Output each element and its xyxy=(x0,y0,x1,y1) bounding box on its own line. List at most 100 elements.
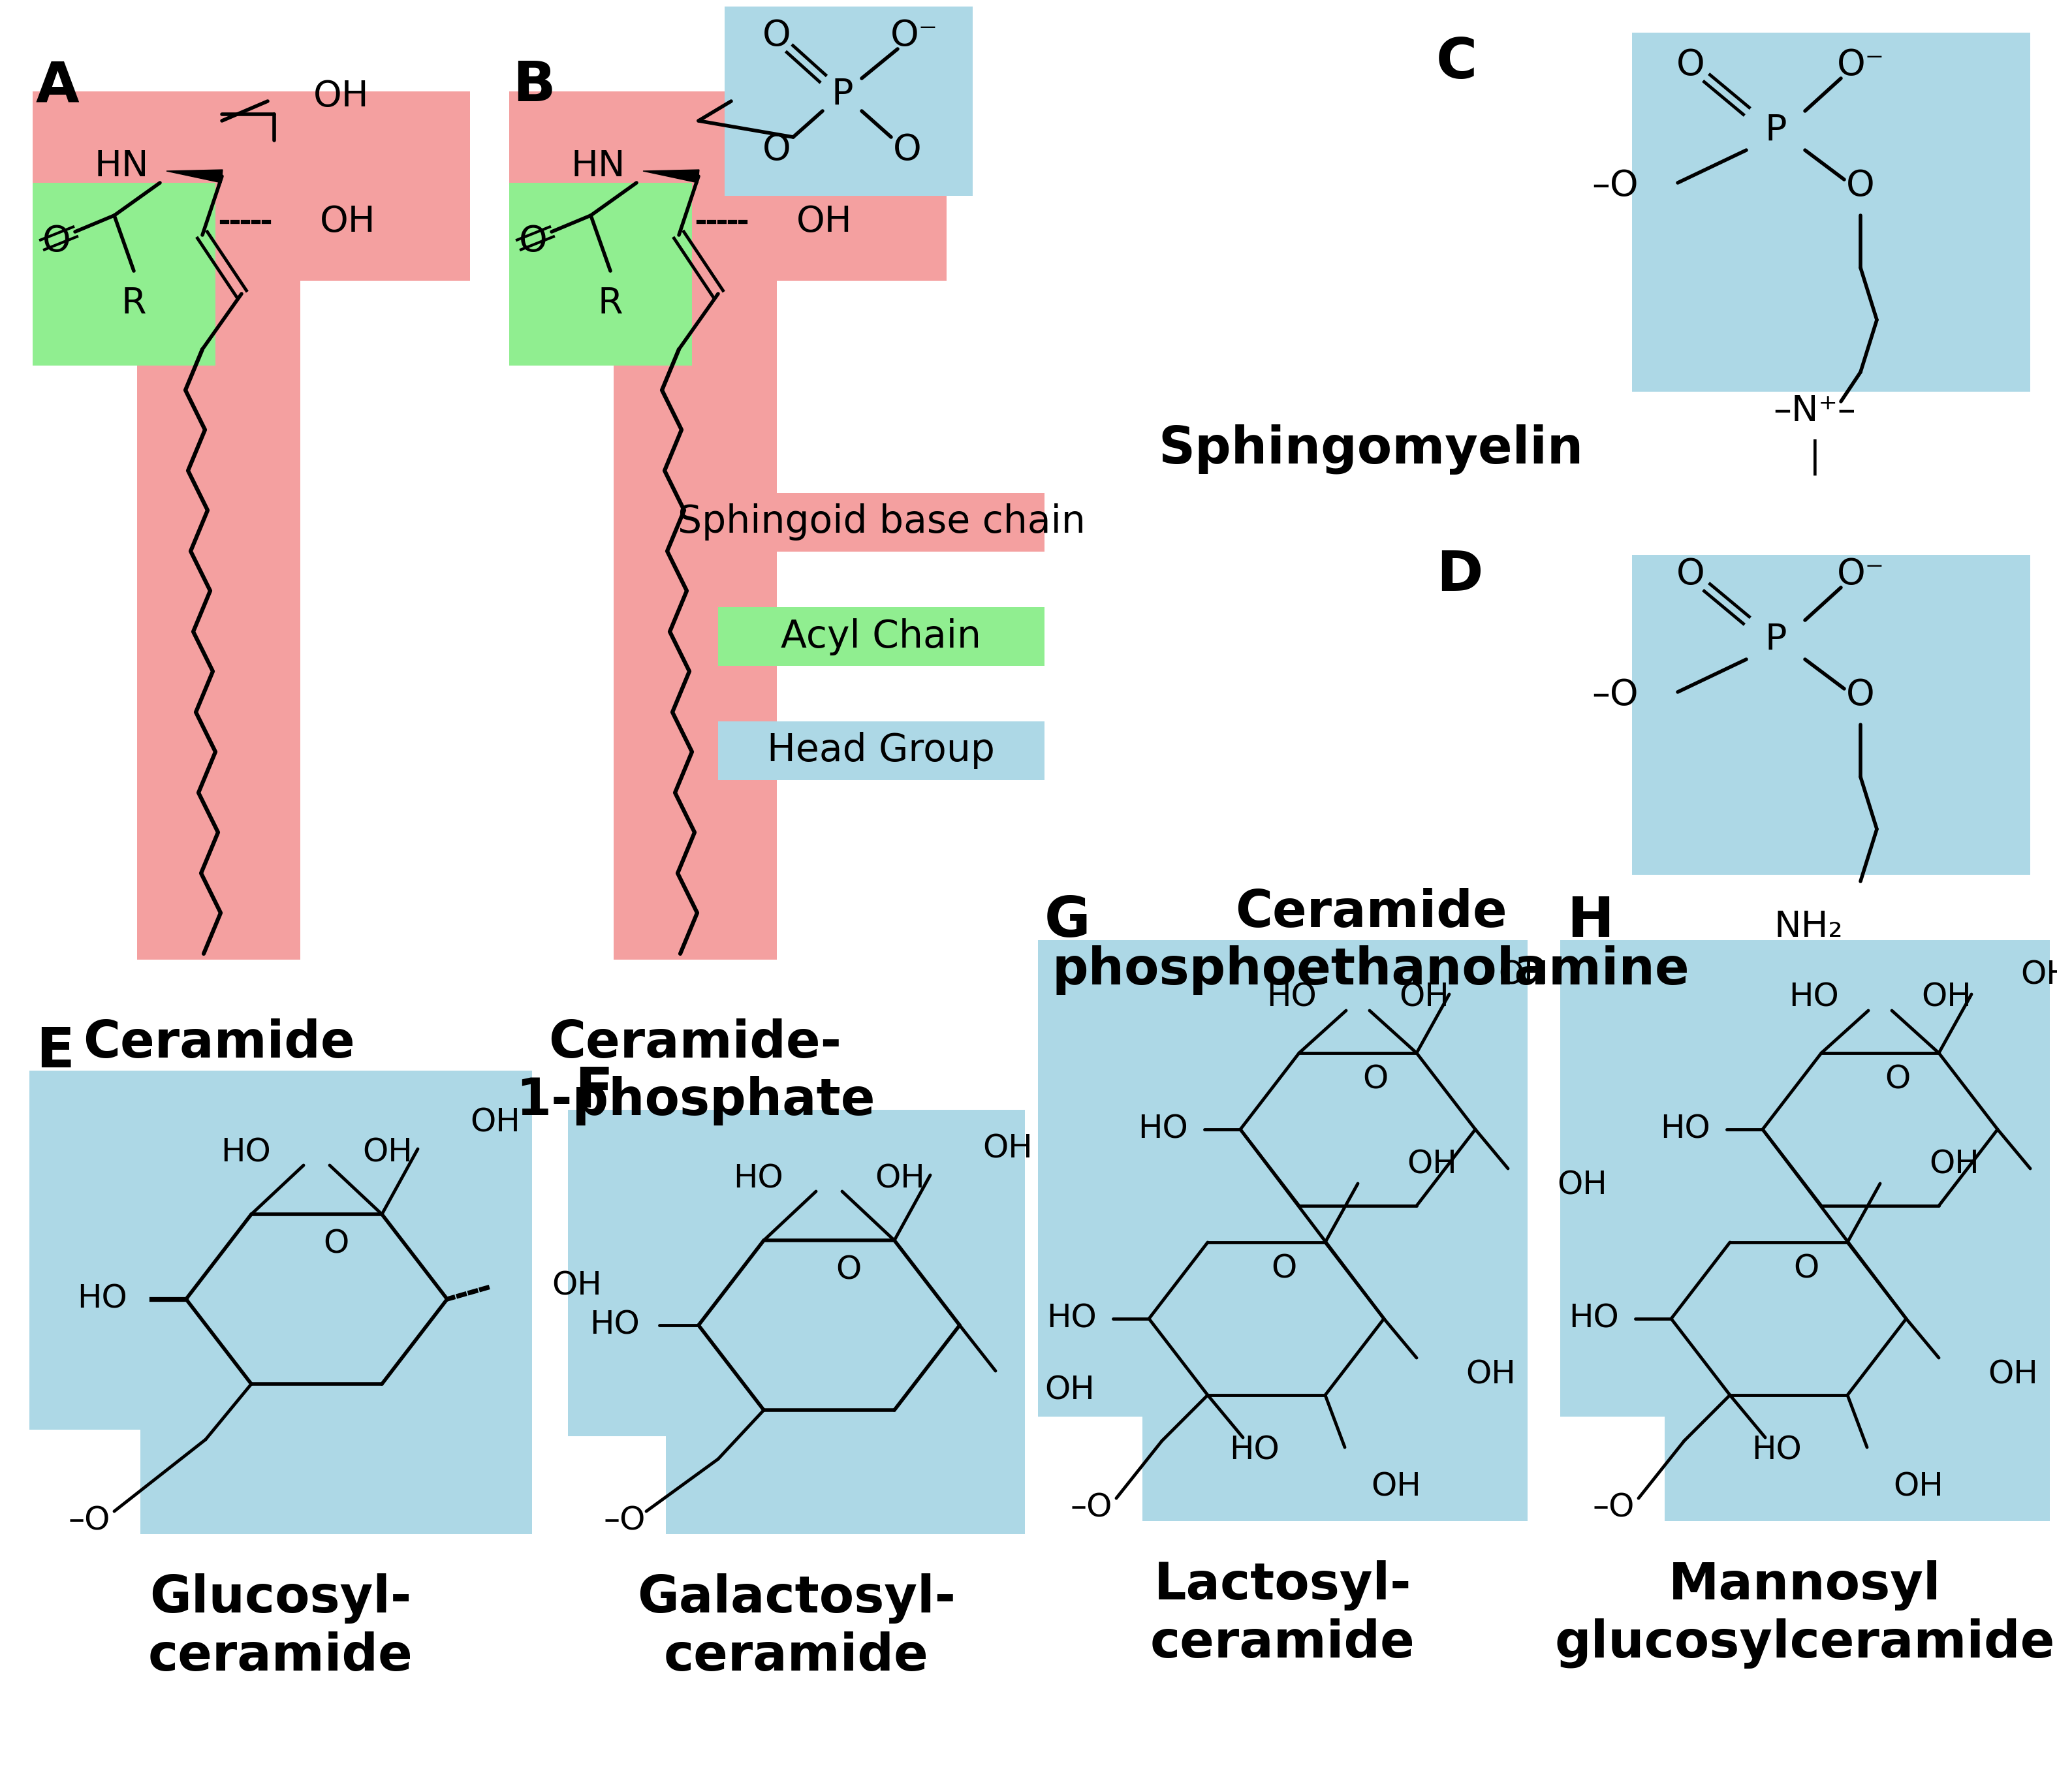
Text: O⁻: O⁻ xyxy=(1837,557,1884,591)
Bar xyxy=(510,183,691,366)
Text: Mannosyl
glucosylceramide: Mannosyl glucosylceramide xyxy=(1555,1561,2055,1668)
Text: P: P xyxy=(831,77,854,113)
Text: O: O xyxy=(518,224,547,260)
Text: –O: –O xyxy=(68,1505,111,1538)
Text: HO: HO xyxy=(1267,982,1316,1012)
Text: HO: HO xyxy=(590,1310,640,1340)
Bar xyxy=(138,91,300,961)
Text: –O: –O xyxy=(1592,677,1639,713)
Text: OH: OH xyxy=(321,204,376,240)
Text: OH: OH xyxy=(983,1133,1033,1165)
Text: O: O xyxy=(1271,1253,1296,1285)
Text: OH: OH xyxy=(1045,1374,1094,1407)
Text: Sphingomyelin: Sphingomyelin xyxy=(1158,425,1584,475)
Text: OH: OH xyxy=(1407,1149,1456,1179)
Text: Ceramide
phosphoethanolamine: Ceramide phosphoethanolamine xyxy=(1051,887,1689,995)
Bar xyxy=(29,1430,140,1534)
Text: OH: OH xyxy=(1892,1471,1944,1502)
Bar xyxy=(1631,32,2030,392)
Text: OH: OH xyxy=(1557,1168,1607,1201)
Text: OH: OH xyxy=(1399,982,1448,1012)
Bar xyxy=(718,607,1045,667)
Text: –O: –O xyxy=(1070,1493,1113,1523)
Text: HO: HO xyxy=(1230,1435,1279,1466)
Bar xyxy=(33,91,469,281)
Text: O: O xyxy=(1847,168,1874,204)
Text: O: O xyxy=(835,1254,862,1285)
Bar xyxy=(718,493,1045,552)
Text: HO: HO xyxy=(1047,1303,1096,1335)
Text: R: R xyxy=(121,287,146,321)
Bar xyxy=(1559,1417,1664,1521)
Text: OH: OH xyxy=(1987,1358,2038,1391)
Text: OH: OH xyxy=(551,1271,603,1301)
Text: G: G xyxy=(1045,894,1090,948)
Bar xyxy=(724,7,973,195)
Text: –O: –O xyxy=(1592,168,1639,204)
Bar xyxy=(510,91,946,281)
Text: –O: –O xyxy=(605,1505,646,1538)
Text: HO: HO xyxy=(1660,1113,1709,1145)
Text: A: A xyxy=(35,59,80,113)
Text: –O: –O xyxy=(1592,1493,1635,1523)
Text: HO: HO xyxy=(1753,1435,1802,1466)
Text: O: O xyxy=(323,1228,350,1260)
Text: O: O xyxy=(43,224,72,260)
Text: O: O xyxy=(1676,557,1705,591)
Text: O: O xyxy=(1676,48,1705,82)
Text: O⁻: O⁻ xyxy=(891,18,938,54)
Text: O: O xyxy=(763,18,792,54)
Text: P: P xyxy=(1765,113,1788,149)
Text: O: O xyxy=(1847,677,1874,713)
Text: O⁻: O⁻ xyxy=(1837,48,1884,82)
Bar xyxy=(568,1435,666,1534)
Text: R: R xyxy=(599,287,623,321)
Text: HO: HO xyxy=(220,1136,272,1168)
Text: Head Group: Head Group xyxy=(767,733,996,769)
Text: C: C xyxy=(1436,36,1477,90)
Text: OH: OH xyxy=(796,204,852,240)
Text: O: O xyxy=(893,133,922,168)
Text: OH: OH xyxy=(1497,959,1549,991)
Bar xyxy=(1559,941,2051,1521)
Text: O: O xyxy=(1884,1064,1911,1095)
Text: O: O xyxy=(1362,1064,1388,1095)
Text: Glucosyl-
ceramide: Glucosyl- ceramide xyxy=(148,1573,413,1681)
Text: Acyl Chain: Acyl Chain xyxy=(782,618,981,656)
Text: B: B xyxy=(512,59,555,113)
Text: OH: OH xyxy=(1929,1149,1979,1179)
Bar xyxy=(718,722,1045,780)
Bar xyxy=(1039,1417,1142,1521)
Text: Sphingoid base chain: Sphingoid base chain xyxy=(677,504,1086,541)
Text: |: | xyxy=(1808,439,1820,475)
Text: OH: OH xyxy=(362,1136,411,1168)
Text: OH: OH xyxy=(2020,959,2057,991)
Text: O: O xyxy=(1794,1253,1818,1285)
Text: O: O xyxy=(763,133,792,168)
Polygon shape xyxy=(644,170,699,183)
Bar xyxy=(1039,941,1528,1521)
Text: HN: HN xyxy=(572,149,625,185)
Text: F: F xyxy=(574,1064,613,1118)
Polygon shape xyxy=(167,170,222,183)
Text: OH: OH xyxy=(1465,1358,1516,1391)
Text: HO: HO xyxy=(1790,982,1839,1012)
Text: Ceramide-
1-phosphate: Ceramide- 1-phosphate xyxy=(516,1018,874,1125)
Text: P: P xyxy=(1765,622,1788,658)
Text: OH: OH xyxy=(313,79,370,115)
Bar xyxy=(33,183,216,366)
Text: OH: OH xyxy=(1370,1471,1421,1502)
Text: OH: OH xyxy=(1921,982,1971,1012)
Bar xyxy=(568,1109,1024,1534)
Text: E: E xyxy=(35,1025,74,1079)
Bar xyxy=(613,91,778,961)
Text: Lactosyl-
ceramide: Lactosyl- ceramide xyxy=(1150,1561,1415,1668)
Text: D: D xyxy=(1436,548,1483,602)
Text: OH: OH xyxy=(874,1163,926,1193)
Text: Ceramide: Ceramide xyxy=(82,1018,354,1068)
Text: NH₂: NH₂ xyxy=(1773,909,1843,944)
Text: HN: HN xyxy=(95,149,150,185)
Text: HO: HO xyxy=(732,1163,784,1193)
Text: –N⁺–: –N⁺– xyxy=(1773,394,1855,428)
Bar xyxy=(29,1070,533,1534)
